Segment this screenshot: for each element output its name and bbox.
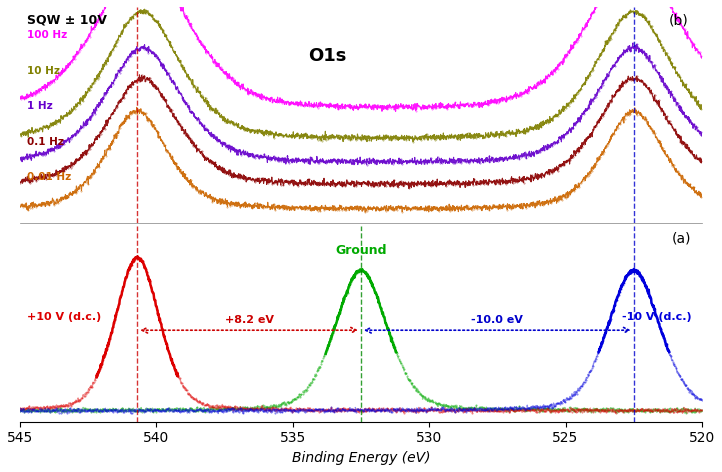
- Text: (a): (a): [672, 231, 692, 245]
- Text: (b): (b): [669, 13, 688, 27]
- Text: +8.2 eV: +8.2 eV: [225, 315, 274, 325]
- Text: 10 Hz: 10 Hz: [27, 66, 60, 76]
- X-axis label: Binding Energy (eV): Binding Energy (eV): [292, 451, 430, 465]
- Text: SQW ± 10V: SQW ± 10V: [27, 13, 107, 26]
- Text: 0.1 Hz: 0.1 Hz: [27, 137, 64, 147]
- Text: 1 Hz: 1 Hz: [27, 101, 53, 111]
- Text: 100 Hz: 100 Hz: [27, 30, 67, 40]
- Text: +10 V (d.c.): +10 V (d.c.): [27, 312, 101, 322]
- Text: -10 V (d.c.): -10 V (d.c.): [622, 312, 692, 322]
- Text: Ground: Ground: [335, 244, 387, 257]
- Text: 0.01 Hz: 0.01 Hz: [27, 172, 71, 183]
- Text: O1s: O1s: [308, 47, 346, 65]
- Text: -10.0 eV: -10.0 eV: [471, 315, 523, 325]
